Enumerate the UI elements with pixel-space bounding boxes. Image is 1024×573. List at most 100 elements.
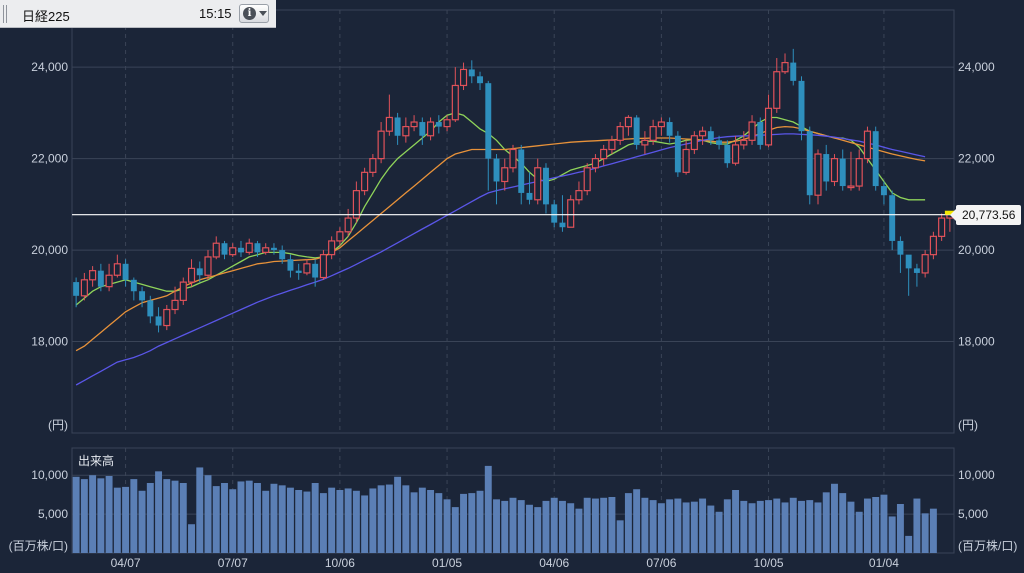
volume-bar [155,471,163,553]
candle-body-down [823,154,830,182]
x-tick-label: 04/07 [111,556,141,570]
volume-bar [765,500,772,553]
volume-bar [89,475,97,553]
candle-body-up [748,121,756,141]
volume-bar [649,500,657,553]
volume-bar [484,465,492,553]
volume-bar [402,485,410,553]
volume-bar [526,504,533,553]
candle-body-up [344,217,352,233]
volume-bar [476,490,484,553]
volume-bar [789,497,797,553]
volume-bar [666,499,674,553]
candle-body-down [196,268,203,276]
candle-body-down [905,254,912,269]
volume-bar [781,502,789,553]
candle-body-down [254,243,261,253]
candle-body-down [295,270,302,273]
symbol-name: 日経225 [22,9,70,24]
candle-body-down [477,76,483,84]
candle-body-up [369,158,377,173]
candle-body-up [113,263,121,276]
candle-body-up [830,158,839,183]
candle-body-up [699,130,707,137]
candle-body-up [814,153,822,196]
candle-body-up [583,167,591,192]
volume-bar [352,490,360,553]
x-tick-label: 04/06 [539,556,569,570]
drag-handle[interactable] [3,5,9,23]
candle-body-down [468,69,475,77]
volume-bar [286,487,294,553]
volume-tick-label-right: 10,000 [958,468,995,482]
volume-bar [509,497,517,553]
candle-body-down [724,144,731,164]
volume-bar [171,480,179,553]
info-menu-button[interactable]: i [239,4,269,23]
volume-bar [567,503,575,553]
moving-average-line [75,133,926,386]
volume-bar [558,500,566,553]
candle-body-up [451,84,459,121]
volume-bar [328,487,336,553]
volume-bar [641,497,649,553]
candle-body-up [938,217,946,237]
candle-body-down [889,195,896,241]
x-tick-label: 01/04 [869,556,899,570]
candle-body-up [229,247,237,256]
volume-bar [674,498,682,553]
volume-bar [113,487,121,553]
candle-body-up [352,190,360,219]
volume-bar [237,481,245,553]
candle-body-down [526,192,533,200]
candle-body-down [493,158,500,182]
candle-body-up [509,148,517,169]
candle-body-down [666,122,673,136]
moving-average-line [75,112,926,306]
volume-bar [633,489,641,553]
volume-bar [138,490,146,553]
volume-bar [319,493,327,553]
volume-bar [913,498,921,553]
volume-bar [583,497,591,553]
volume-bar [682,502,690,553]
price-tick-label-left: 24,000 [31,60,68,74]
volume-bar [872,497,880,553]
candle-body-up [179,281,187,301]
candle-body-down [559,222,566,228]
volume-bar [460,493,468,553]
candle-body-up [212,242,220,258]
volume-bar [97,478,105,553]
volume-bar [105,476,113,553]
volume-tick-label-left: 5,000 [38,507,68,521]
volume-bar [608,497,616,553]
candle-body-up [863,130,872,160]
x-tick-label: 10/06 [325,556,355,570]
candle-body-down [279,250,286,260]
volume-bar [921,513,929,553]
candle-body-up [740,139,748,146]
candle-body-up [781,61,789,73]
volume-bar [311,483,319,553]
volume-bar [303,491,311,553]
candle-body-down [270,247,277,251]
candle-body-up [187,267,196,283]
candle-body-down [394,117,401,136]
price-tick-label-right: 18,000 [958,335,995,349]
volume-bar [905,535,913,553]
candle-body-up [764,107,773,146]
price-tick-label-left: 18,000 [31,335,68,349]
volume-bar [410,492,418,553]
candle-body-up [377,130,385,160]
candle-body-up [731,144,740,164]
candle-body-up [501,167,509,183]
price-tick-label-right: 24,000 [958,60,995,74]
volume-bar [204,475,212,553]
volume-bar [336,490,344,553]
x-tick-label: 01/05 [432,556,462,570]
candle-body-up [591,158,599,169]
candle-body-down [221,243,228,255]
candle-body-down [122,263,129,280]
volume-bar [418,487,426,553]
